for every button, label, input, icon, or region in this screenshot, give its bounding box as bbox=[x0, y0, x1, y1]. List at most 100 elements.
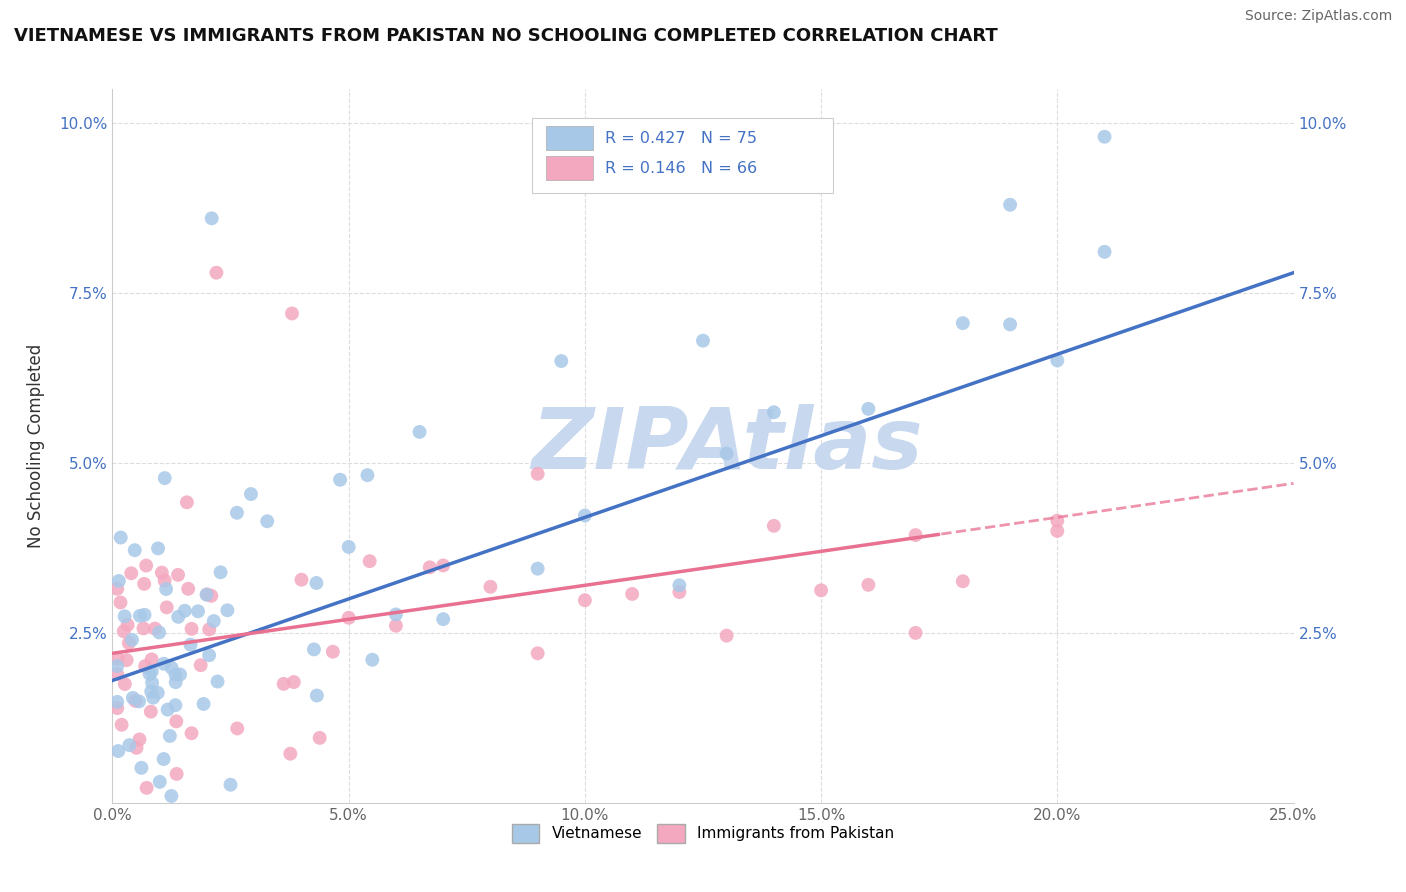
Point bbox=[141, 675, 163, 690]
Point bbox=[160, 789, 183, 803]
Point bbox=[419, 560, 441, 574]
Point bbox=[153, 471, 176, 485]
Point bbox=[526, 646, 548, 660]
Point bbox=[305, 689, 328, 703]
Point bbox=[110, 531, 132, 545]
Point bbox=[337, 540, 360, 554]
Point bbox=[810, 583, 832, 598]
Point bbox=[305, 576, 328, 591]
Text: ZIPAtlas: ZIPAtlas bbox=[531, 404, 922, 488]
Text: Source: ZipAtlas.com: Source: ZipAtlas.com bbox=[1244, 9, 1392, 23]
Point bbox=[952, 316, 974, 330]
Point bbox=[143, 622, 166, 636]
Point bbox=[138, 666, 160, 681]
FancyBboxPatch shape bbox=[546, 156, 593, 180]
Point bbox=[110, 718, 132, 732]
Point bbox=[149, 775, 172, 789]
Point bbox=[121, 632, 143, 647]
Point bbox=[226, 506, 249, 520]
Point bbox=[165, 667, 187, 681]
Point bbox=[1046, 514, 1069, 528]
Point bbox=[169, 667, 191, 681]
Point bbox=[118, 738, 141, 752]
Point bbox=[1094, 244, 1116, 259]
Point bbox=[176, 495, 198, 509]
Point bbox=[952, 574, 974, 589]
Point bbox=[124, 543, 146, 558]
Point bbox=[322, 645, 344, 659]
Point bbox=[308, 731, 330, 745]
Point bbox=[155, 582, 177, 596]
Point bbox=[668, 578, 690, 592]
Point bbox=[128, 694, 150, 708]
Point bbox=[239, 487, 262, 501]
Point bbox=[762, 405, 785, 419]
Point bbox=[1094, 129, 1116, 144]
Point bbox=[180, 638, 202, 652]
Point bbox=[129, 608, 152, 623]
Point bbox=[1046, 353, 1069, 368]
Point bbox=[361, 653, 384, 667]
Point bbox=[122, 690, 145, 705]
Point bbox=[193, 697, 215, 711]
Point bbox=[273, 677, 295, 691]
Point bbox=[207, 674, 229, 689]
Point bbox=[198, 648, 221, 663]
Point bbox=[114, 677, 136, 691]
Point bbox=[108, 574, 131, 588]
Point bbox=[146, 541, 169, 556]
Point bbox=[152, 657, 174, 671]
FancyBboxPatch shape bbox=[531, 118, 832, 193]
Point bbox=[716, 629, 738, 643]
Point bbox=[209, 566, 232, 580]
Point bbox=[117, 618, 139, 632]
Point bbox=[190, 658, 212, 673]
Point bbox=[574, 508, 596, 523]
Point bbox=[167, 610, 190, 624]
Point bbox=[153, 574, 176, 588]
Point bbox=[432, 558, 454, 573]
Point bbox=[998, 198, 1021, 212]
Point bbox=[120, 566, 142, 581]
Text: R = 0.146   N = 66: R = 0.146 N = 66 bbox=[605, 161, 756, 176]
Point bbox=[124, 694, 146, 708]
Point bbox=[105, 667, 128, 681]
Point bbox=[219, 778, 242, 792]
Point bbox=[716, 446, 738, 460]
Point bbox=[278, 747, 301, 761]
Point bbox=[177, 582, 200, 596]
Point bbox=[385, 619, 408, 633]
Point bbox=[139, 705, 162, 719]
Point bbox=[205, 266, 228, 280]
Point bbox=[692, 334, 714, 348]
Point bbox=[198, 623, 221, 637]
Point bbox=[621, 587, 644, 601]
Point bbox=[118, 636, 141, 650]
Point bbox=[290, 573, 312, 587]
Point bbox=[385, 607, 408, 622]
Point bbox=[134, 659, 156, 673]
Point bbox=[146, 686, 169, 700]
Text: R = 0.427   N = 75: R = 0.427 N = 75 bbox=[605, 130, 756, 145]
Point bbox=[479, 580, 502, 594]
Point bbox=[173, 604, 195, 618]
Point bbox=[668, 585, 690, 599]
Point bbox=[256, 514, 278, 528]
Point bbox=[550, 354, 572, 368]
Legend: Vietnamese, Immigrants from Pakistan: Vietnamese, Immigrants from Pakistan bbox=[506, 818, 900, 848]
Point bbox=[166, 767, 188, 781]
Text: VIETNAMESE VS IMMIGRANTS FROM PAKISTAN NO SCHOOLING COMPLETED CORRELATION CHART: VIETNAMESE VS IMMIGRANTS FROM PAKISTAN N… bbox=[14, 27, 998, 45]
Point bbox=[148, 625, 170, 640]
Point bbox=[141, 665, 163, 679]
Point bbox=[152, 752, 174, 766]
Point bbox=[115, 653, 138, 667]
Point bbox=[105, 701, 128, 715]
Point bbox=[134, 577, 156, 591]
Point bbox=[858, 401, 880, 416]
Point bbox=[356, 468, 378, 483]
Point bbox=[408, 425, 430, 439]
Point bbox=[574, 593, 596, 607]
Point bbox=[156, 600, 179, 615]
Point bbox=[150, 566, 173, 580]
Point bbox=[156, 703, 179, 717]
